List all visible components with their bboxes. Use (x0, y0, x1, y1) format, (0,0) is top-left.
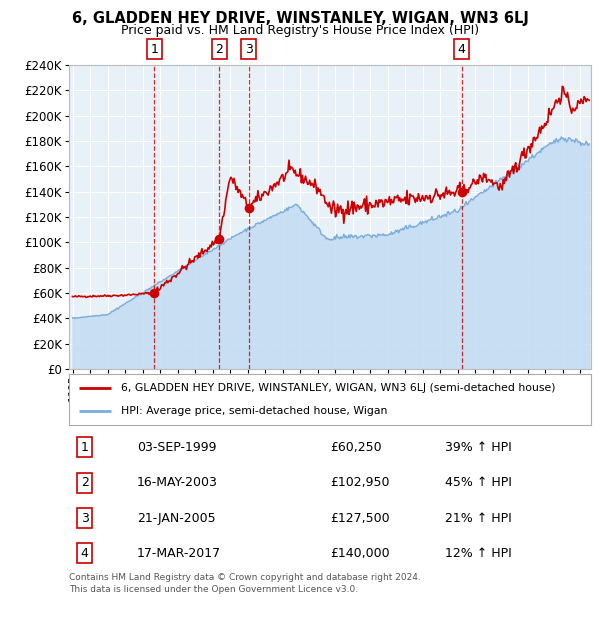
Text: £140,000: £140,000 (330, 547, 389, 560)
Text: £102,950: £102,950 (330, 476, 389, 489)
Text: 1: 1 (151, 43, 158, 56)
Text: Price paid vs. HM Land Registry's House Price Index (HPI): Price paid vs. HM Land Registry's House … (121, 24, 479, 37)
Text: 45% ↑ HPI: 45% ↑ HPI (445, 476, 512, 489)
Text: 3: 3 (81, 512, 89, 525)
Text: 4: 4 (81, 547, 89, 560)
Text: 17-MAR-2017: 17-MAR-2017 (137, 547, 221, 560)
Text: £127,500: £127,500 (330, 512, 389, 525)
Text: 2: 2 (81, 476, 89, 489)
Text: 21-JAN-2005: 21-JAN-2005 (137, 512, 215, 525)
Text: 6, GLADDEN HEY DRIVE, WINSTANLEY, WIGAN, WN3 6LJ: 6, GLADDEN HEY DRIVE, WINSTANLEY, WIGAN,… (71, 11, 529, 26)
Text: HPI: Average price, semi-detached house, Wigan: HPI: Average price, semi-detached house,… (121, 406, 388, 416)
Text: 21% ↑ HPI: 21% ↑ HPI (445, 512, 512, 525)
Text: 39% ↑ HPI: 39% ↑ HPI (445, 441, 512, 454)
Text: 03-SEP-1999: 03-SEP-1999 (137, 441, 217, 454)
Text: 16-MAY-2003: 16-MAY-2003 (137, 476, 218, 489)
Text: 2: 2 (215, 43, 223, 56)
Text: £60,250: £60,250 (330, 441, 382, 454)
Text: 12% ↑ HPI: 12% ↑ HPI (445, 547, 512, 560)
Text: 4: 4 (458, 43, 466, 56)
Text: Contains HM Land Registry data © Crown copyright and database right 2024.
This d: Contains HM Land Registry data © Crown c… (69, 573, 421, 594)
Text: 1: 1 (81, 441, 89, 454)
Text: 3: 3 (245, 43, 253, 56)
Text: 6, GLADDEN HEY DRIVE, WINSTANLEY, WIGAN, WN3 6LJ (semi-detached house): 6, GLADDEN HEY DRIVE, WINSTANLEY, WIGAN,… (121, 383, 556, 392)
